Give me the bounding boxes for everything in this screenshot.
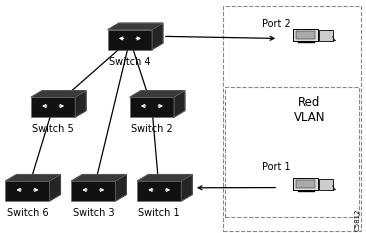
Polygon shape <box>108 23 163 30</box>
Polygon shape <box>5 175 60 181</box>
Polygon shape <box>71 175 126 181</box>
Polygon shape <box>152 23 163 50</box>
Bar <box>137 181 181 201</box>
Bar <box>130 97 174 117</box>
Text: Switch 5: Switch 5 <box>32 124 74 134</box>
Polygon shape <box>181 175 192 201</box>
Text: Red
VLAN: Red VLAN <box>294 96 325 123</box>
Bar <box>108 30 152 50</box>
Bar <box>5 181 49 201</box>
Bar <box>31 97 75 117</box>
Text: Switch 1: Switch 1 <box>138 208 180 218</box>
Bar <box>293 178 318 190</box>
Text: Port 2: Port 2 <box>262 20 291 29</box>
Ellipse shape <box>333 40 336 41</box>
Bar <box>225 87 359 217</box>
Bar <box>296 180 315 188</box>
Bar <box>296 31 315 39</box>
Polygon shape <box>115 175 126 201</box>
Polygon shape <box>130 91 185 97</box>
Bar <box>319 179 332 190</box>
Text: Switch 2: Switch 2 <box>131 124 173 134</box>
Bar <box>293 29 318 41</box>
Text: Switch 4: Switch 4 <box>109 56 151 66</box>
Polygon shape <box>49 175 60 201</box>
Text: Switch 3: Switch 3 <box>72 208 114 218</box>
Polygon shape <box>137 175 192 181</box>
Polygon shape <box>75 91 86 117</box>
Polygon shape <box>31 91 86 97</box>
Text: C5812: C5812 <box>355 208 361 231</box>
Text: Switch 6: Switch 6 <box>7 208 48 218</box>
Polygon shape <box>174 91 185 117</box>
Bar <box>319 30 332 41</box>
Ellipse shape <box>333 189 336 190</box>
Bar <box>223 6 361 231</box>
Text: Port 1: Port 1 <box>262 162 290 171</box>
Bar <box>71 181 115 201</box>
